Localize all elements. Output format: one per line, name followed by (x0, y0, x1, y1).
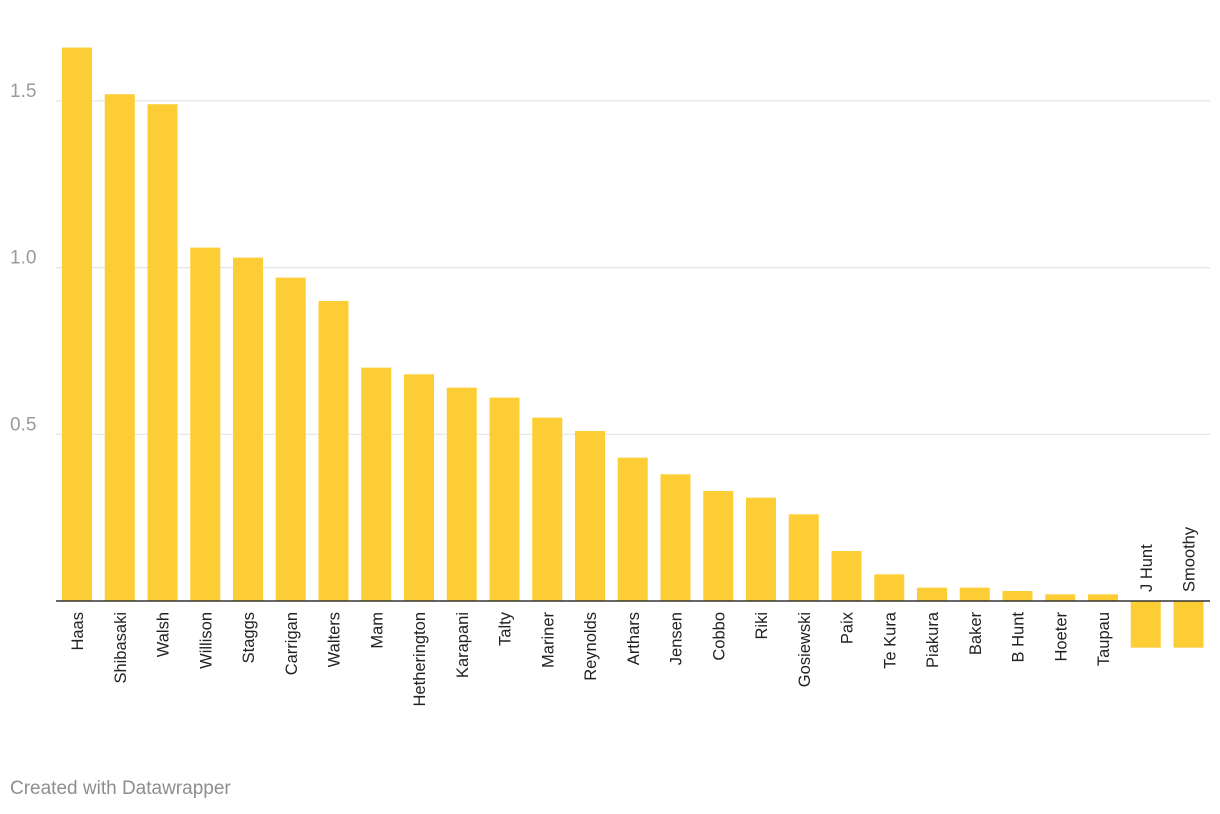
bar-mariner (532, 417, 563, 601)
category-label: Reynolds (582, 612, 600, 681)
datawrapper-credit: Created with Datawrapper (10, 778, 231, 799)
bar-gosiewski (788, 514, 819, 601)
category-label: Hoeter (1052, 612, 1070, 662)
bar-te-kura (874, 574, 905, 601)
bar-paix (831, 550, 862, 601)
y-tick-label: 1.0 (10, 248, 36, 269)
category-label: Taupau (1095, 612, 1113, 666)
y-tick-label: 1.5 (10, 81, 36, 102)
bar-willison (190, 247, 221, 601)
gridlines (56, 100, 1210, 435)
category-label: Jensen (668, 612, 686, 665)
category-label: Willison (197, 612, 215, 669)
bar-reynolds (575, 430, 605, 601)
y-axis-ticks: 0.5 1.0 1.5 (10, 81, 36, 435)
category-label: Piakura (924, 611, 942, 668)
category-label: Hetherington (411, 612, 429, 706)
category-label: Gosiewski (796, 612, 814, 687)
category-label: Te Kura (881, 611, 899, 669)
bar-baker (959, 587, 990, 601)
bar-arthars (617, 457, 648, 601)
bar-carrigan (275, 277, 306, 601)
bar-walsh (147, 104, 178, 601)
category-label: Walsh (155, 612, 173, 657)
category-label: Mam (368, 612, 386, 649)
bar-b-hunt (1002, 590, 1033, 601)
bar-haas (62, 47, 92, 601)
category-label: Talty (497, 611, 515, 646)
category-label: J Hunt (1138, 544, 1156, 592)
category-label: Arthars (625, 612, 643, 665)
category-label: Haas (69, 612, 87, 651)
bar-shibasaki (104, 94, 135, 602)
bar-karapani (446, 387, 477, 601)
category-label: Carrigan (283, 612, 301, 675)
y-tick-label: 0.5 (10, 414, 36, 435)
category-label: Shibasaki (112, 612, 130, 684)
category-label: Mariner (539, 612, 557, 668)
category-label: Smoothy (1181, 526, 1199, 592)
bar-cobbo (703, 490, 734, 601)
bar-staggs (233, 257, 263, 601)
category-label: Baker (967, 612, 985, 656)
category-label: B Hunt (1010, 612, 1028, 663)
category-label: Riki (753, 612, 771, 640)
bar-jensen (660, 474, 691, 601)
bar-hoeter (1045, 594, 1076, 601)
category-label: Staggs (240, 612, 258, 663)
bar-walters (318, 300, 349, 601)
category-label: Walters (326, 612, 344, 667)
bar-smoothy (1173, 601, 1204, 648)
category-label: Karapani (454, 612, 472, 678)
bars (62, 47, 1204, 648)
category-labels: Haas Shibasaki Walsh Willison Staggs Carrigan… (69, 526, 1199, 706)
bar-talty (489, 397, 520, 601)
bar-j-hunt (1130, 601, 1161, 648)
bar-taupau (1088, 594, 1118, 601)
bar-riki (746, 497, 776, 601)
category-label: Paix (839, 611, 857, 644)
bar-mam (361, 367, 392, 601)
category-label: Cobbo (710, 612, 728, 661)
bar-piakura (917, 587, 947, 601)
bar-hetherington (404, 374, 434, 601)
